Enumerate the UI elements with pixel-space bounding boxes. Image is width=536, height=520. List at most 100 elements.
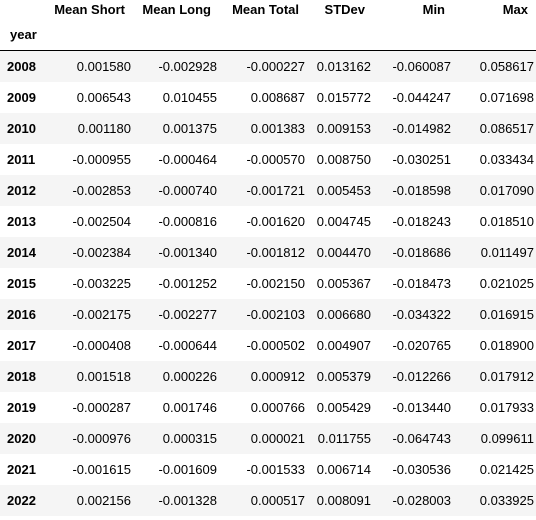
table-row: 2018 0.001518 0.000226 0.000912 0.005379 -0.0… (0, 360, 536, 392)
table-cell: 0.033925 (479, 492, 534, 508)
table-cell: 0.021425 (479, 461, 534, 477)
table-cell: -0.018598 (392, 182, 451, 198)
table-cell: 0.033434 (479, 151, 534, 167)
table-cell: -0.018473 (392, 275, 451, 291)
table-cell: -0.014982 (392, 120, 451, 136)
row-index-year: 2012 (7, 182, 36, 198)
table-cell: -0.002175 (72, 306, 131, 322)
table-cell: 0.000912 (250, 368, 305, 384)
table-cell: 0.006680 (316, 306, 371, 322)
table-cell: 0.004745 (316, 213, 371, 229)
table-cell: -0.018686 (392, 244, 451, 260)
table-cell: -0.000976 (72, 430, 131, 446)
table-cell: 0.018510 (479, 213, 534, 229)
column-header: STDev (324, 1, 365, 17)
table-cell: 0.011497 (480, 244, 534, 260)
table-cell: 0.017912 (479, 368, 534, 384)
table-cell: -0.064743 (392, 430, 451, 446)
column-header-row: Mean Short Mean Long Mean Total STDev Mi… (0, 0, 536, 18)
table-cell: -0.000644 (158, 337, 217, 353)
index-name: year (10, 26, 37, 42)
table-cell: -0.001721 (246, 182, 305, 198)
table-cell: 0.004907 (316, 337, 371, 353)
table-cell: -0.001609 (158, 461, 217, 477)
table-cell: -0.001328 (158, 492, 217, 508)
table-cell: 0.000021 (250, 430, 305, 446)
table-row: 2009 0.006543 0.010455 0.008687 0.015772 -0.0… (0, 82, 536, 113)
table-cell: 0.018900 (479, 337, 534, 353)
table-cell: -0.001812 (246, 244, 305, 260)
table-cell: 0.001375 (162, 120, 217, 136)
table-cell: -0.001533 (246, 461, 305, 477)
table-row: 2017 -0.000408 -0.000644 -0.000502 0.004907 -… (0, 330, 536, 361)
table-cell: -0.001340 (158, 244, 217, 260)
table-cell: 0.008750 (316, 151, 371, 167)
table-cell: 0.000517 (250, 492, 305, 508)
table-cell: -0.000464 (158, 151, 217, 167)
table-body: 2008 0.001580 -0.002928 -0.000227 0.013162 -0… (0, 50, 536, 516)
table-row: 2008 0.001580 -0.002928 -0.000227 0.013162 -0… (0, 50, 536, 82)
table-cell: 0.099611 (480, 430, 534, 446)
table-cell: -0.020765 (392, 337, 451, 353)
table-cell: -0.013440 (392, 399, 451, 415)
table-cell: -0.000502 (246, 337, 305, 353)
table-cell: 0.017933 (479, 399, 534, 415)
row-index-year: 2022 (7, 492, 36, 508)
table-cell: -0.002928 (158, 58, 217, 74)
table-cell: 0.005367 (316, 275, 371, 291)
table-cell: -0.002277 (158, 306, 217, 322)
table-cell: -0.000287 (72, 399, 131, 415)
table-cell: -0.000740 (158, 182, 217, 198)
row-index-year: 2020 (7, 430, 36, 446)
table-cell: 0.005379 (316, 368, 371, 384)
row-index-year: 2015 (7, 275, 36, 291)
table-cell: 0.008687 (250, 89, 305, 105)
column-header: Mean Short (54, 1, 125, 17)
table-cell: 0.013162 (316, 58, 371, 74)
table-cell: 0.005429 (316, 399, 371, 415)
table-cell: 0.004470 (316, 244, 371, 260)
row-index-year: 2011 (7, 151, 36, 167)
table-cell: -0.028003 (392, 492, 451, 508)
column-header: Min (422, 1, 445, 17)
row-index-year: 2013 (7, 213, 36, 229)
column-header: Max (502, 1, 528, 17)
table-cell: 0.001180 (77, 120, 131, 136)
table-cell: 0.000315 (162, 430, 217, 446)
table-cell: -0.018243 (392, 213, 451, 229)
table-cell: 0.016915 (479, 306, 534, 322)
table-cell: -0.001620 (246, 213, 305, 229)
table-cell: -0.001252 (158, 275, 217, 291)
table-cell: -0.002853 (72, 182, 131, 198)
table-cell: -0.001615 (72, 461, 131, 477)
row-index-year: 2021 (7, 461, 36, 477)
table-cell: 0.006543 (76, 89, 131, 105)
table-cell: 0.005453 (316, 182, 371, 198)
row-index-year: 2009 (7, 89, 36, 105)
table-cell: 0.009153 (316, 120, 371, 136)
table-cell: -0.002504 (72, 213, 131, 229)
table-cell: -0.030536 (392, 461, 451, 477)
table-row: 2013 -0.002504 -0.000816 -0.001620 0.004745 -… (0, 206, 536, 237)
table-cell: 0.006714 (316, 461, 371, 477)
table-row: 2014 -0.002384 -0.001340 -0.001812 0.004470 -… (0, 236, 536, 268)
table-cell: 0.001746 (162, 399, 217, 415)
table-row: 2012 -0.002853 -0.000740 -0.001721 0.005453 -… (0, 174, 536, 206)
row-index-year: 2016 (7, 306, 36, 322)
table-row: 2020 -0.000976 0.000315 0.000021 0.011755 -0.… (0, 422, 536, 454)
table-cell: -0.000227 (246, 58, 305, 74)
table-cell: -0.002384 (72, 244, 131, 260)
table-cell: 0.015772 (316, 89, 371, 105)
row-index-year: 2017 (7, 337, 36, 353)
table-cell: 0.000766 (250, 399, 305, 415)
table-row: 2019 -0.000287 0.001746 0.000766 0.005429 -0.… (0, 392, 536, 423)
table-row: 2011 -0.000955 -0.000464 -0.000570 0.008750 -… (0, 144, 536, 175)
table-cell: -0.003225 (72, 275, 131, 291)
table-row: 2015 -0.003225 -0.001252 -0.002150 0.005367 -… (0, 268, 536, 299)
table-cell: -0.002150 (246, 275, 305, 291)
table-cell: -0.012266 (392, 368, 451, 384)
index-name-row: year (0, 18, 536, 51)
table-cell: 0.058617 (479, 58, 534, 74)
row-index-year: 2018 (7, 368, 36, 384)
